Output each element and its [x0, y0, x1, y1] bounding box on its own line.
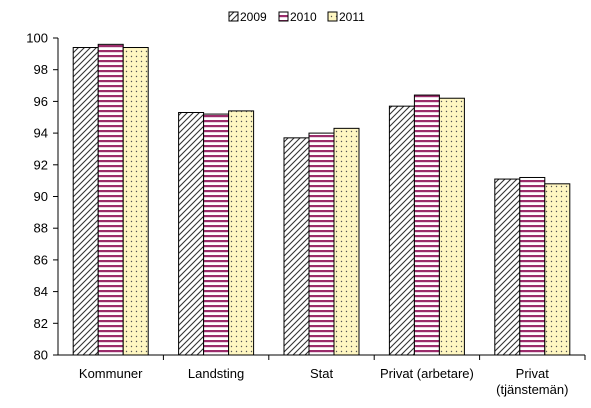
- x-tick-label: Kommuner: [79, 366, 143, 381]
- x-tick-label: Stat: [310, 366, 334, 381]
- y-tick-label: 84: [34, 284, 48, 299]
- y-tick-label: 86: [34, 252, 48, 267]
- x-tick-label-line: (tjänstemän): [496, 382, 568, 397]
- bar-2011-3: [438, 97, 465, 356]
- x-tick-label-line: Stat: [310, 366, 334, 381]
- bar-2009-0: [72, 47, 99, 356]
- y-tick-label: 88: [34, 221, 48, 236]
- bar-2009-2: [283, 137, 310, 356]
- x-tick-label: Privat (tjänstemän): [496, 366, 568, 397]
- y-tick-label: 98: [34, 62, 48, 77]
- legend-swatch-2010: [278, 11, 289, 22]
- bar-2011-4: [544, 183, 571, 356]
- x-tick-label: Privat (arbetare): [380, 366, 474, 381]
- legend-swatch-2009: [228, 11, 239, 22]
- x-tick-label-line: Privat (arbetare): [380, 366, 474, 381]
- bar-2010-2: [308, 132, 335, 356]
- x-tick-labels: Kommuner Landsting Stat Privat (arbetare) Pr…: [79, 355, 586, 397]
- legend: 2009 2010 2011: [228, 10, 365, 24]
- y-tick-label: 80: [34, 348, 48, 363]
- x-tick-label-line: Landsting: [188, 366, 244, 381]
- bar-2009-1: [178, 111, 205, 356]
- legend-swatch-2011: [327, 11, 338, 22]
- bar-2009-4: [494, 178, 521, 356]
- bar-2010-3: [413, 94, 440, 356]
- legend-label-2011: 2011: [339, 10, 365, 24]
- bar-2010-0: [97, 43, 124, 356]
- bar-2011-2: [333, 127, 360, 356]
- y-tick-label: 94: [34, 126, 48, 141]
- axes: 80 82 84 86 88 90 92 94 96 98 100: [26, 31, 585, 363]
- y-tick-label: 96: [34, 94, 48, 109]
- y-tick-label: 92: [34, 157, 48, 172]
- legend-label-2010: 2010: [290, 10, 317, 24]
- bar-2011-1: [228, 110, 255, 356]
- bar-2009-3: [388, 105, 415, 356]
- y-tick-label: 100: [26, 31, 48, 46]
- y-tick-label: 82: [34, 316, 48, 331]
- bar-2010-1: [203, 113, 230, 356]
- bars: [72, 43, 571, 356]
- x-tick-label: Landsting: [188, 366, 244, 381]
- x-tick-label-line: Kommuner: [79, 366, 143, 381]
- bar-2010-4: [519, 176, 546, 356]
- bar-2011-0: [122, 47, 149, 356]
- y-tick-label: 90: [34, 189, 48, 204]
- legend-label-2009: 2009: [240, 10, 267, 24]
- x-tick-label-line: Privat: [516, 366, 550, 381]
